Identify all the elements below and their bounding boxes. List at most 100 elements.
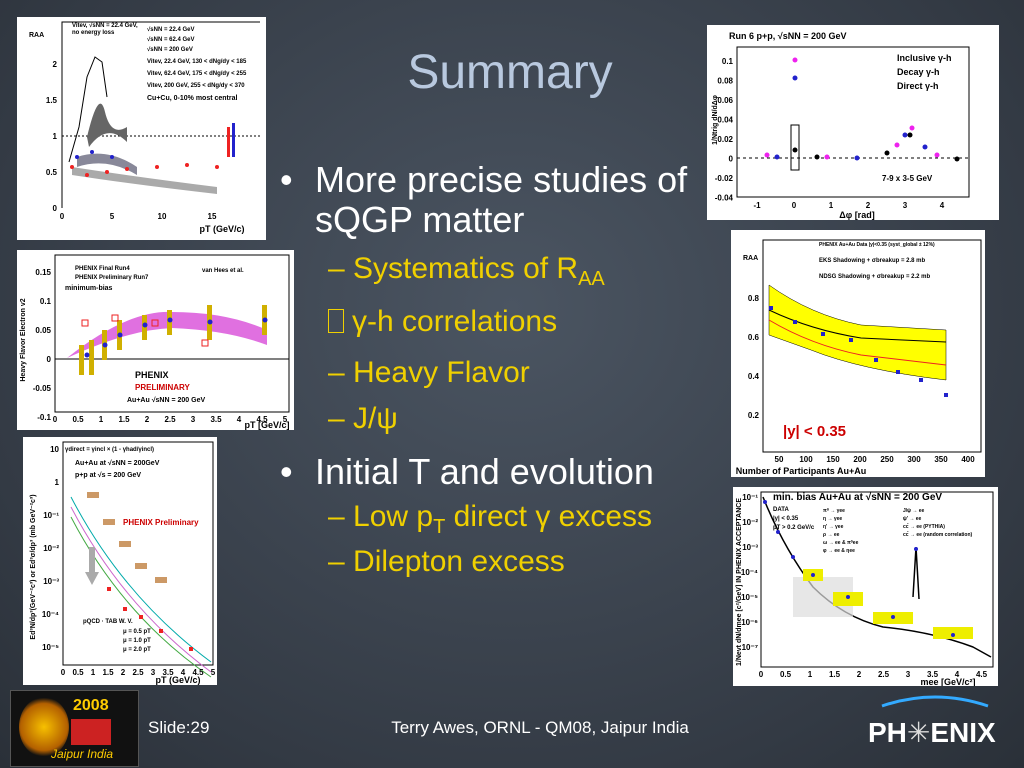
y-tick-label: 0.06 [717,96,733,105]
legend-text: ρ → ee [823,532,840,538]
legend-text: Vitev, 200 GeV, 255 < dNg/dy < 370 [147,83,245,89]
legend-text: pQCD · TAB W. V. [83,619,133,625]
sub-bullet: – Systematics of RAA [328,252,605,290]
legend-text: min. bias Au+Au at √sNN = 200 GeV [773,492,942,503]
band [87,103,127,147]
axes [762,239,982,453]
x-axis-label: pT [GeV/c] [244,420,289,430]
x-tick-label: 2.5 [878,670,890,679]
sub-bullet: γ-h correlations [328,305,557,339]
x-tick-label: 350 [934,455,948,464]
points [763,500,955,637]
axes [61,21,260,208]
points [792,132,960,162]
plot: 0.150.10.050-0.05-0.1 0 0.5 1 1.5 2 2.5 3 3.5 4 4.… [20,254,290,430]
y-tick-label: -0.04 [715,194,734,203]
plot: 10⁻¹ 10⁻² 10⁻³ 10⁻⁴ 10⁻⁵ 10⁻⁶ 10⁻⁷ 0 0.5 1 1.5 2 2.5… [736,491,994,687]
x-tick-label: 10 [158,212,167,221]
x-tick-label: 2.5 [132,668,144,677]
legend-text: 7-9 x 3-5 GeV [882,174,933,183]
x-tick-label: 3 [906,670,911,679]
y-axis-label: 1/Nevt dN/dmee [c²/GeV] IN PHENIX ACCEPT… [736,498,743,666]
y-tick-label: 0.05 [35,326,51,335]
legend-text: minimum-bias [65,285,113,292]
text: Heavy Flavor [353,356,530,389]
arrow [85,547,99,585]
text: Dilepton excess [353,545,565,578]
y-tick-label: -0.1 [37,413,51,422]
legend-text: Au+Au at √sNN = 200GeV [75,459,160,467]
legend-text: φ → ee & ηee [823,548,855,554]
sub-bullet: – Heavy Flavor [328,356,530,389]
x-tick-label: 1 [99,415,104,424]
y-tick-label: -0.05 [33,384,52,393]
y-tick-label: 0 [53,204,58,213]
x-tick-label: 1.5 [829,670,841,679]
x-tick-label: 4 [181,668,186,677]
logo-arc [881,695,989,708]
bullet-dot: • [280,159,293,200]
emblem [71,719,111,745]
points [75,150,114,159]
x-tick-label: 200 [853,455,867,464]
x-tick-label: 2.5 [164,415,176,424]
x-tick-label: 3.5 [162,668,174,677]
legend-text: ψ' → ee [903,516,922,522]
y-tick-label: 0.8 [748,294,760,303]
x-axis-label: pT (GeV/c) [199,224,244,234]
text: γ-h correlations [352,305,558,338]
legend-text: EKS Shadowing + σbreakup = 2.8 mb [819,258,925,264]
plot: 0.1 0.08 0.06 0.04 0.02 0 -0.02 -0.04 -1 0 1 2 3 4 1/N… [712,31,970,220]
legend-text: DATA [773,507,789,513]
legend-text: η' → γee [823,524,844,530]
y-tick-label: 10⁻¹ [43,511,59,520]
x-tick-label: 1 [829,201,834,210]
x-tick-label: 4.5 [192,668,204,677]
x-tick-label: 100 [799,455,813,464]
axes [760,491,994,668]
y-tick-label: -0.02 [715,174,734,183]
y-tick-label: 0.6 [748,333,760,342]
x-tick-label: 1.5 [102,668,114,677]
points [84,317,268,358]
legend-text: Vitev, 22.4 GeV, 130 < dNg/dy < 185 [147,59,247,65]
x-tick-label: 4 [237,415,242,424]
legend-text: Au+Au √sNN = 200 GeV [127,396,205,404]
y-tick-label: 0.02 [717,135,733,144]
figure: 0.15 0.1 0.05 0 -0.05 -0.1 0 0.5 1 1.5 2 2.5 3 3.5 4 4.… [17,250,294,430]
y-tick-label: 10⁻⁵ [42,643,59,652]
logo-star: ✳ [906,717,931,748]
y-axis-label: RAA [743,255,758,262]
x-tick-label: 2 [121,668,126,677]
y-tick-label: 10⁻⁷ [742,643,758,652]
legend-text: PHENIX Preliminary Run7 [75,275,149,281]
logo-text: PH [868,717,907,748]
y-tick-label: 10⁻² [742,518,758,527]
legend-text: μ = 2.0 pT [123,647,151,653]
x-tick-label: 1 [808,670,813,679]
bullet: More precise studies of sQGP matter [315,159,688,240]
y-tick-label: 0.4 [748,372,760,381]
band [77,153,137,175]
model-line [768,319,947,366]
y-tick-label: 10⁻⁵ [741,593,758,602]
x-tick-label: 3.5 [927,670,939,679]
sys-box [790,124,800,171]
y-axis-label: RAA [29,32,44,39]
x-tick-label: 250 [880,455,894,464]
x-tick-label: 4.5 [256,415,268,424]
x-tick-label: -1 [753,201,761,210]
legend-text: μ = 0.5 pT [123,629,151,635]
legend-text: PHENIX Preliminary [123,518,199,527]
legend-text: NDSG Shadowing + σbreakup = 2.2 mb [819,274,930,280]
y-tick-label: 1.5 [46,96,58,105]
figure: 0.1 0.08 0.06 0.04 0.02 0 -0.02 -0.04 -1 0 1 2 3 4 1/N… [707,25,999,220]
x-tick-label: 5 [211,668,216,677]
x-tick-label: 0.5 [72,415,84,424]
x-axis-label: Δφ [rad] [839,210,874,220]
x-tick-label: 3 [903,201,908,210]
x-tick-label: 150 [826,455,840,464]
axes [62,441,214,666]
legend-text: √sNN = 200 GeV [147,46,193,53]
